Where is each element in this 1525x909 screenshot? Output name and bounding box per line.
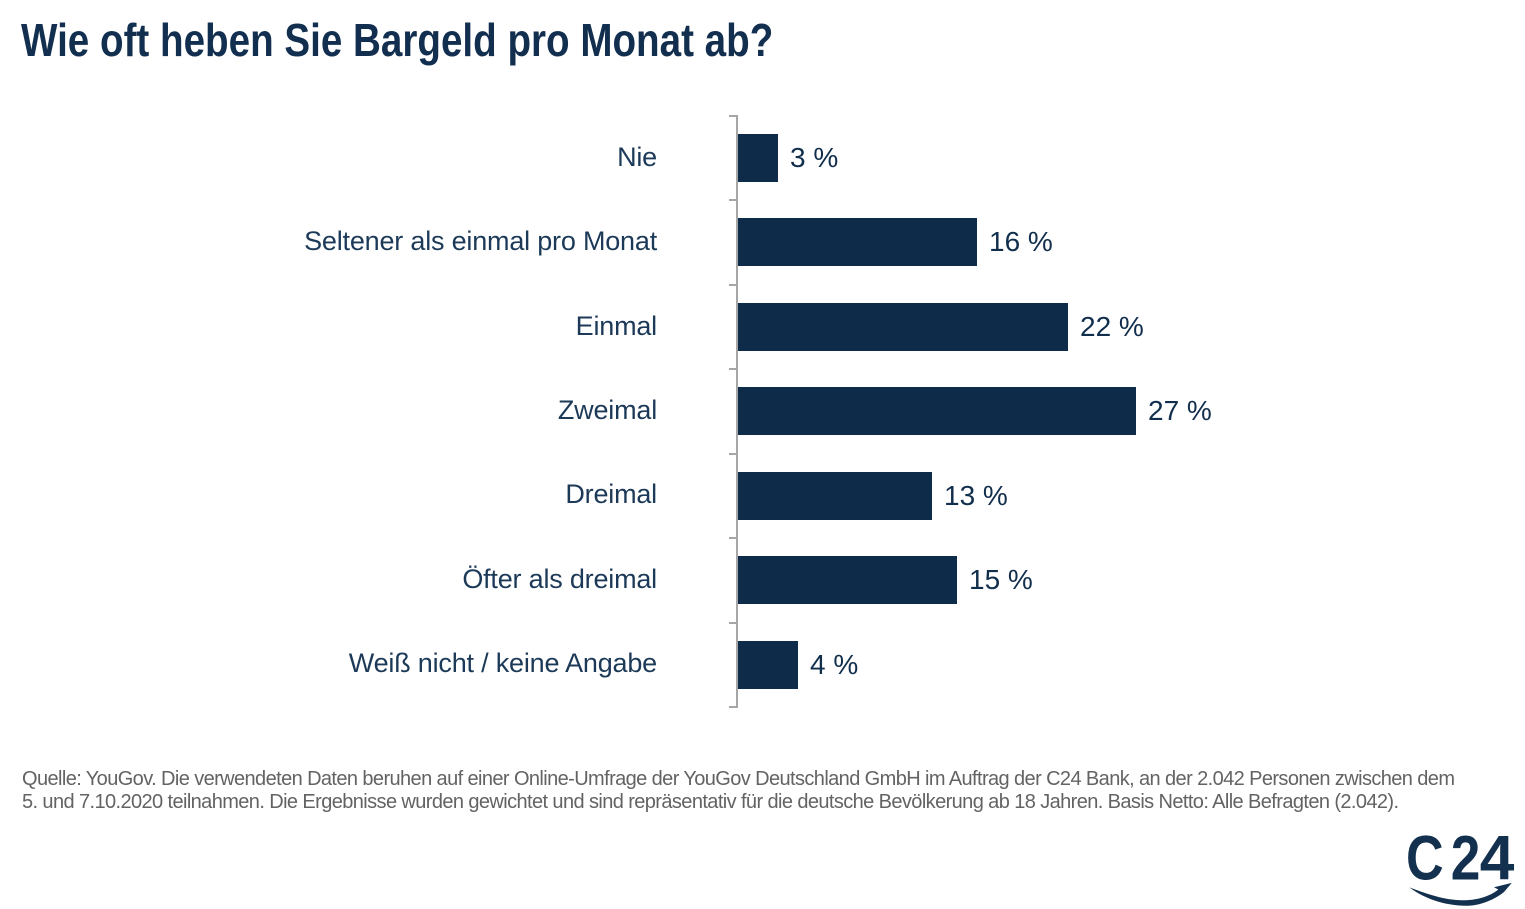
svg-text:4: 4	[1480, 828, 1515, 894]
svg-text:C: C	[1406, 828, 1444, 894]
svg-text:2: 2	[1451, 828, 1481, 894]
